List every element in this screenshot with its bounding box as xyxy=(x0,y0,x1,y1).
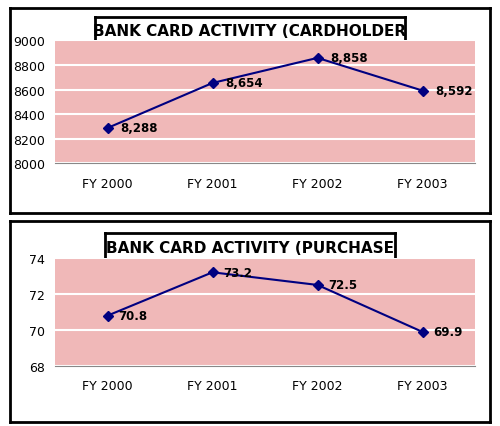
Text: 69.9: 69.9 xyxy=(433,325,462,339)
Text: 8,654: 8,654 xyxy=(225,77,262,90)
Text: BANK CARD ACTIVITY (PURCHASE: BANK CARD ACTIVITY (PURCHASE xyxy=(106,240,394,255)
Text: 70.8: 70.8 xyxy=(118,309,147,322)
Text: BANK CARD ACTIVITY (CARDHOLDER: BANK CARD ACTIVITY (CARDHOLDER xyxy=(94,24,406,39)
Text: 8,288: 8,288 xyxy=(120,122,158,135)
Text: 8,592: 8,592 xyxy=(435,85,472,98)
Text: 72.5: 72.5 xyxy=(328,279,357,292)
Text: 8,858: 8,858 xyxy=(330,52,368,65)
Text: 73.2: 73.2 xyxy=(223,266,252,279)
